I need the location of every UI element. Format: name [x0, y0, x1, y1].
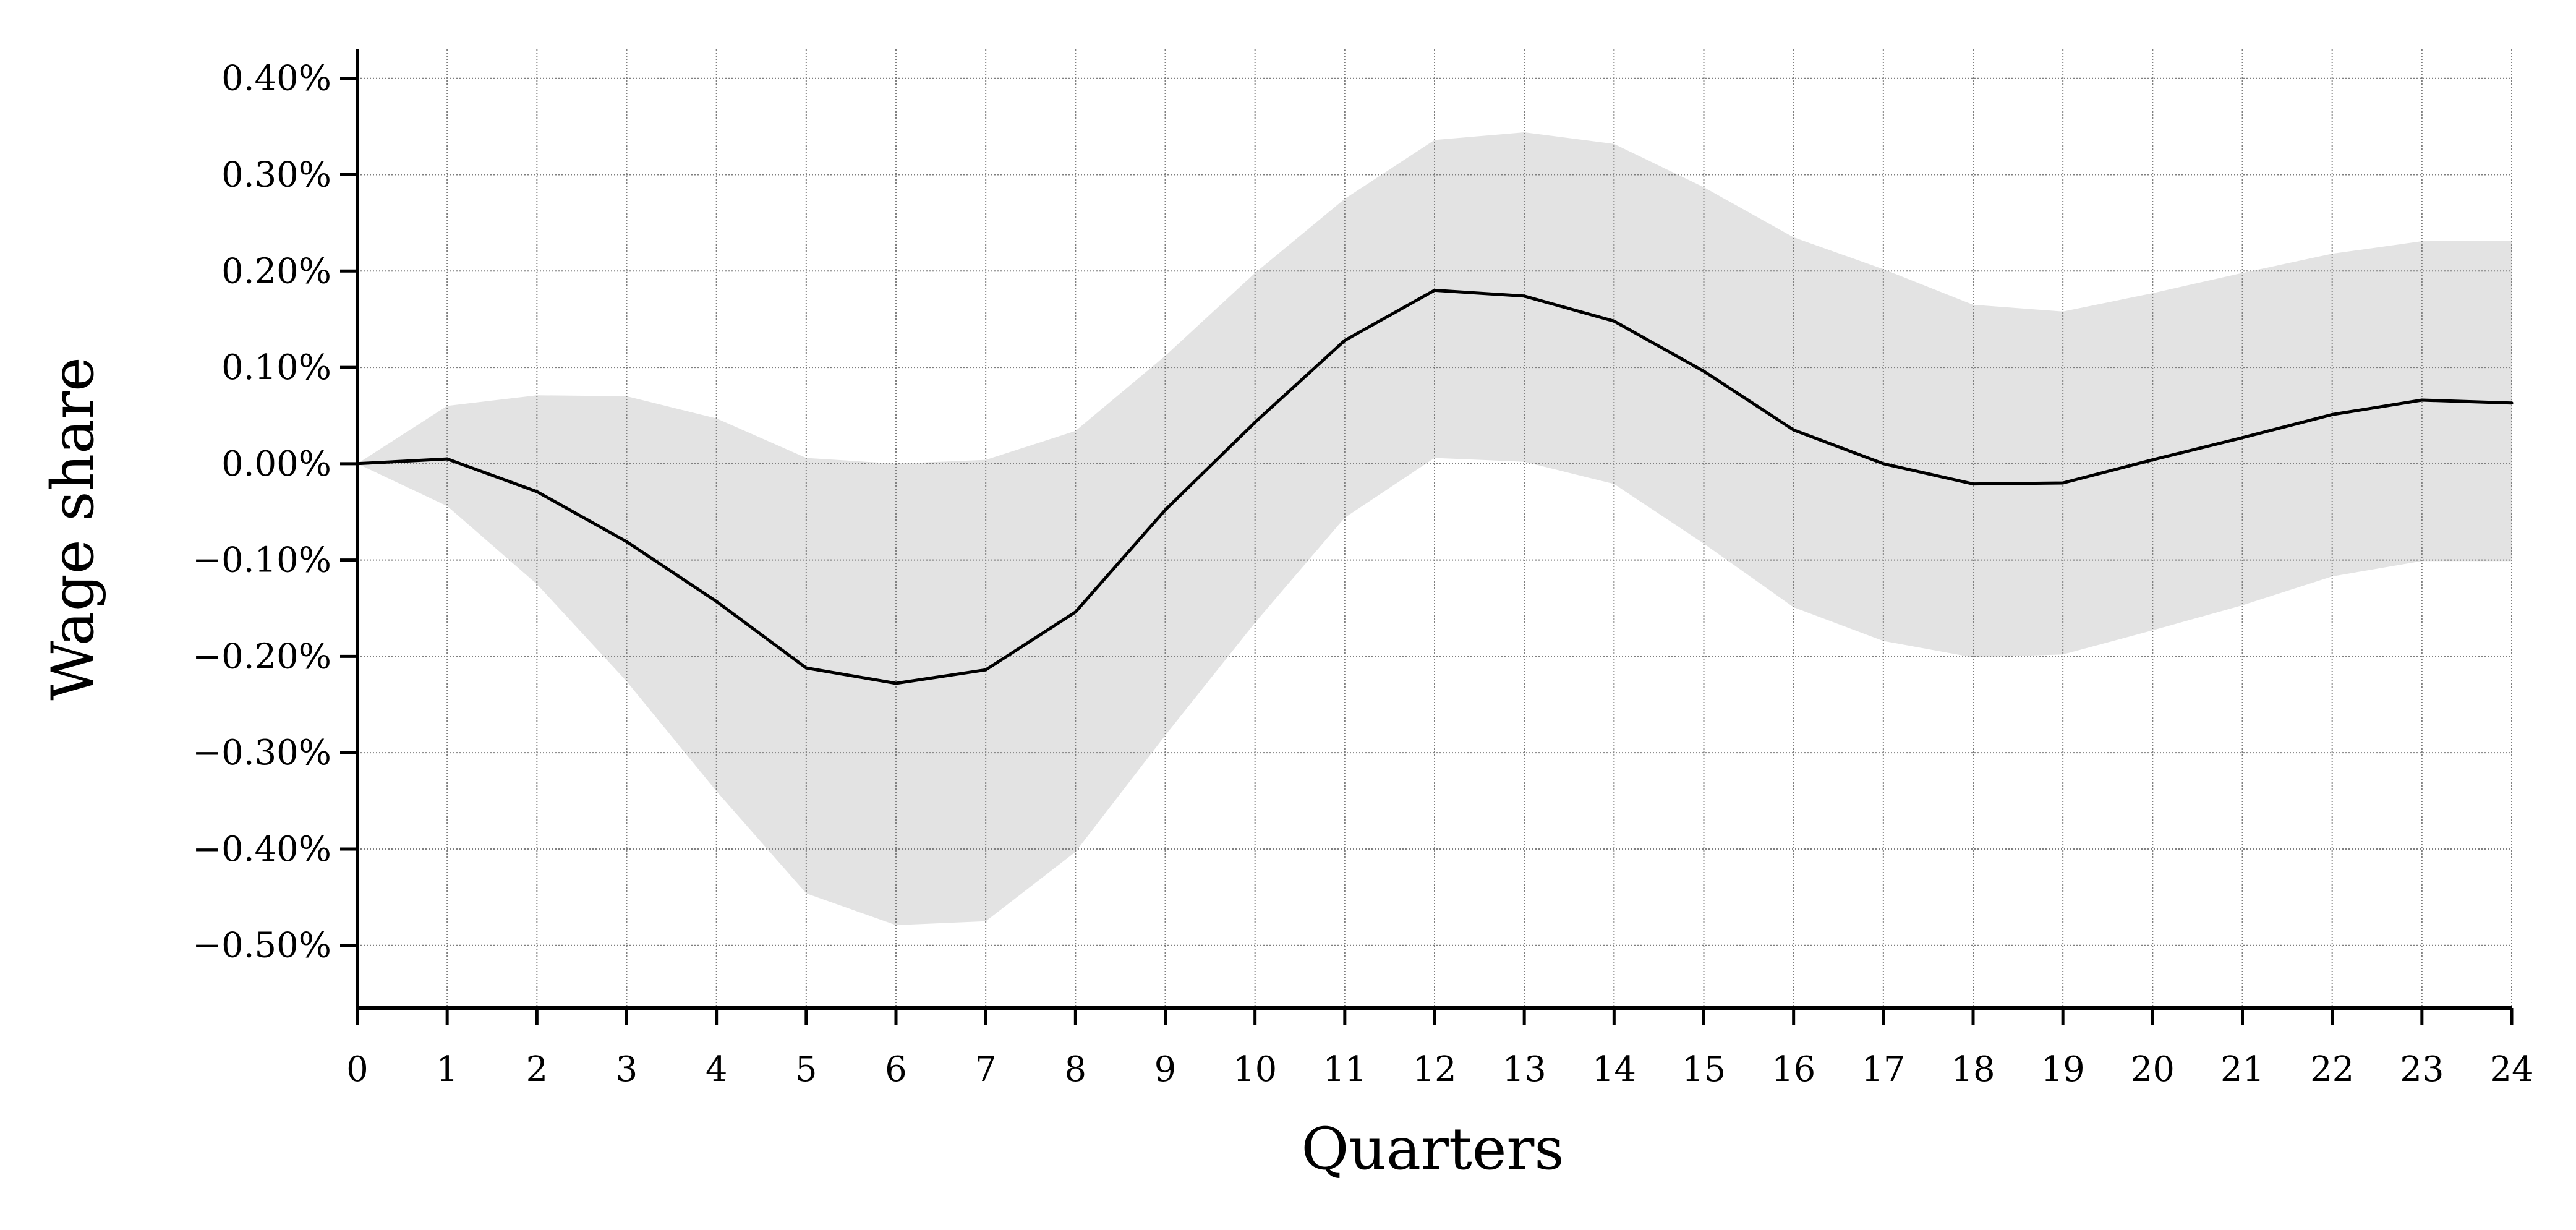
- y-tick-label: 0.20%: [221, 251, 331, 291]
- x-tick-label: 9: [1154, 1049, 1177, 1090]
- data-point: [984, 668, 987, 672]
- data-point: [1253, 421, 1257, 424]
- y-tick-label: 0.00%: [221, 444, 331, 484]
- data-point: [804, 666, 808, 670]
- x-tick-label: 19: [2041, 1049, 2085, 1090]
- data-point: [1433, 288, 1436, 292]
- data-point: [2420, 398, 2424, 402]
- x-tick-label: 23: [2400, 1049, 2444, 1090]
- grid-layer: [357, 49, 2512, 1008]
- data-point: [535, 490, 539, 493]
- y-tick-label: 0.40%: [221, 59, 331, 99]
- y-tick-label: −0.50%: [192, 926, 331, 966]
- x-axis-title: Quarters: [1301, 1116, 1564, 1183]
- data-point: [715, 600, 719, 604]
- x-tick-label: 13: [1503, 1049, 1546, 1090]
- x-tick-label: 5: [795, 1049, 817, 1090]
- data-point: [2510, 401, 2514, 405]
- y-tick-labels: 0.40% 0.30% 0.20% 0.10% 0.00% −0.10% −0.20% −0.…: [192, 59, 331, 966]
- x-tick-label: 2: [526, 1049, 548, 1090]
- x-tick-label: 14: [1592, 1049, 1636, 1090]
- data-point: [445, 457, 449, 461]
- y-tick-label: 0.30%: [221, 155, 331, 195]
- data-point: [1073, 610, 1077, 614]
- data-point: [894, 681, 898, 685]
- y-tick-label: −0.30%: [192, 733, 331, 773]
- x-tick-label: 11: [1323, 1049, 1367, 1090]
- x-tick-label: 12: [1412, 1049, 1456, 1090]
- x-tick-label: 15: [1682, 1049, 1726, 1090]
- data-point: [1882, 462, 1885, 466]
- y-tick-label: −0.40%: [192, 829, 331, 869]
- data-point: [1702, 369, 1705, 373]
- x-tick-label: 21: [2220, 1049, 2264, 1090]
- x-tick-label: 20: [2131, 1049, 2175, 1090]
- y-tick-label: 0.10%: [221, 348, 331, 388]
- data-point: [2151, 458, 2154, 462]
- x-tick-label: 17: [1861, 1049, 1905, 1090]
- y-tick-label: −0.10%: [192, 540, 331, 581]
- x-tick-label: 10: [1233, 1049, 1277, 1090]
- y-tick-label: −0.20%: [192, 636, 331, 677]
- data-point: [2241, 436, 2244, 440]
- x-tick-label: 4: [706, 1049, 728, 1090]
- x-tick-label: 6: [885, 1049, 907, 1090]
- x-tick-label: 8: [1065, 1049, 1087, 1090]
- x-tick-label: 1: [436, 1049, 458, 1090]
- data-point: [1343, 338, 1347, 342]
- data-point: [1522, 294, 1526, 298]
- data-point: [1792, 428, 1796, 432]
- data-point: [625, 540, 628, 544]
- data-point: [1612, 319, 1616, 323]
- y-axis-title: Wage share: [40, 357, 107, 701]
- data-point: [2061, 481, 2065, 485]
- series-layer: [356, 288, 2514, 685]
- x-tick-label: 18: [1951, 1049, 1995, 1090]
- data-point: [1164, 508, 1167, 512]
- x-tick-label: 24: [2489, 1049, 2533, 1090]
- axis-layer: [340, 49, 2514, 1025]
- data-point: [2331, 412, 2334, 416]
- x-tick-labels: 0 1 2 3 4 5 6 7 8 9 10 11 12 13 14 15 16 17 18 19 20 21 22 23 24: [346, 1049, 2533, 1090]
- x-tick-label: 0: [346, 1049, 369, 1090]
- x-tick-label: 3: [616, 1049, 638, 1090]
- x-tick-label: 16: [1772, 1049, 1815, 1090]
- x-tick-label: 22: [2310, 1049, 2354, 1090]
- x-tick-label: 7: [975, 1049, 997, 1090]
- data-point: [1971, 482, 1975, 486]
